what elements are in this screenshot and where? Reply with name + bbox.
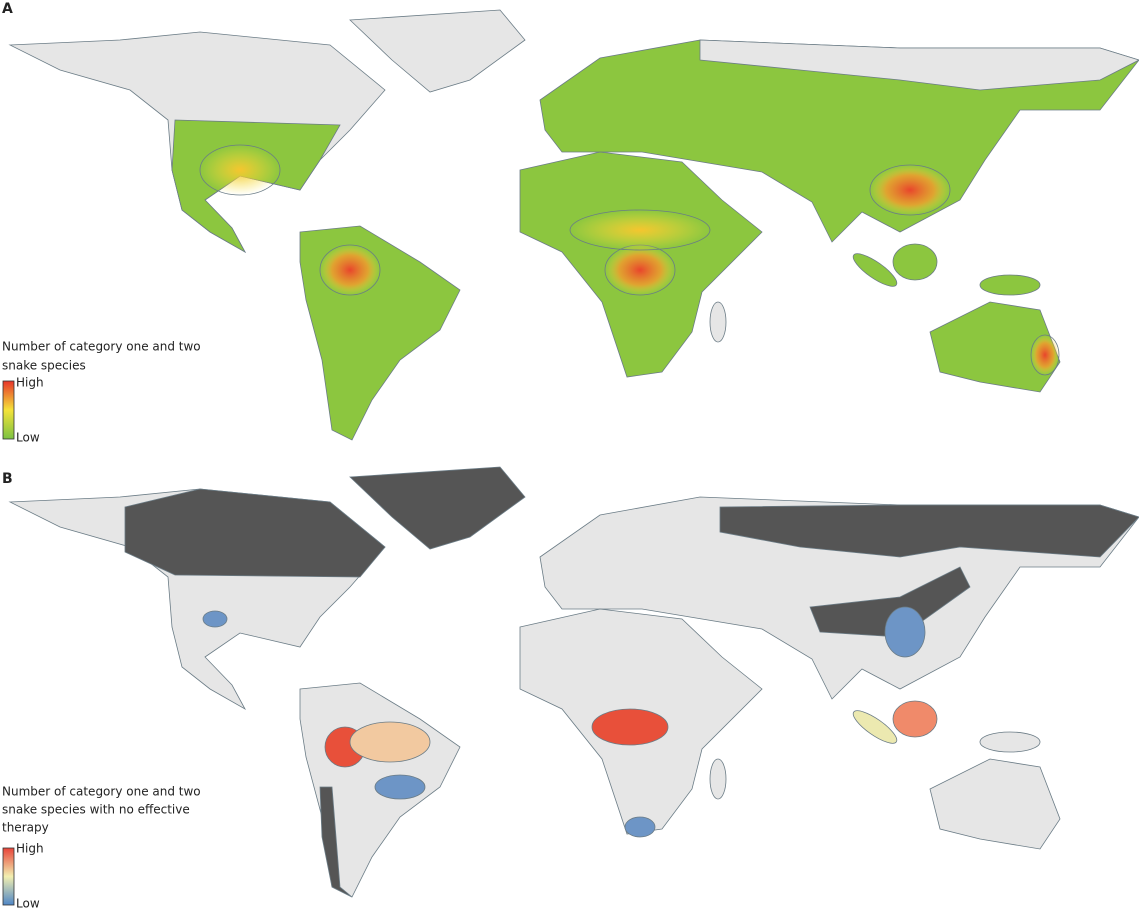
russia (719, 504, 1139, 558)
australia (929, 758, 1061, 850)
panel-label: A (2, 1, 13, 17)
panel-label: B (2, 471, 13, 487)
madagascar (709, 758, 727, 800)
legend-low: Low (16, 431, 40, 445)
low-area (624, 816, 656, 838)
heat (319, 244, 381, 296)
legend-bar (2, 847, 15, 906)
greenland (349, 9, 526, 93)
low-area (202, 610, 228, 628)
legend-title: Number of category one and two (2, 785, 201, 799)
legend-title: therapy (2, 821, 49, 835)
new-guinea (979, 731, 1041, 753)
legend-title: snake species (2, 359, 86, 373)
heat (349, 721, 431, 763)
heat (1030, 334, 1060, 376)
heat (869, 164, 951, 216)
australia (929, 301, 1061, 393)
new-guinea (979, 274, 1041, 296)
borneo (892, 700, 938, 738)
north-asia (699, 39, 1139, 91)
borneo (892, 243, 938, 281)
heat (604, 244, 676, 296)
heat (199, 144, 281, 196)
sumatra (852, 710, 898, 744)
map-a (8, 9, 1139, 441)
legend-high: High (16, 842, 44, 856)
legend-title: Number of category one and two (2, 340, 201, 354)
andes (319, 786, 353, 898)
low-area (374, 774, 426, 800)
heat (569, 209, 711, 251)
map-b (8, 466, 1139, 898)
legend-title: snake species with no effective (2, 803, 190, 817)
sumatra (852, 253, 898, 287)
heat (591, 708, 669, 746)
legend-low: Low (16, 897, 40, 911)
greenland (349, 466, 526, 550)
legend-high: High (16, 376, 44, 390)
legend-bar (2, 380, 15, 440)
madagascar (709, 301, 727, 343)
low-area (884, 606, 926, 658)
canada (124, 488, 386, 578)
central-asia (809, 566, 971, 638)
